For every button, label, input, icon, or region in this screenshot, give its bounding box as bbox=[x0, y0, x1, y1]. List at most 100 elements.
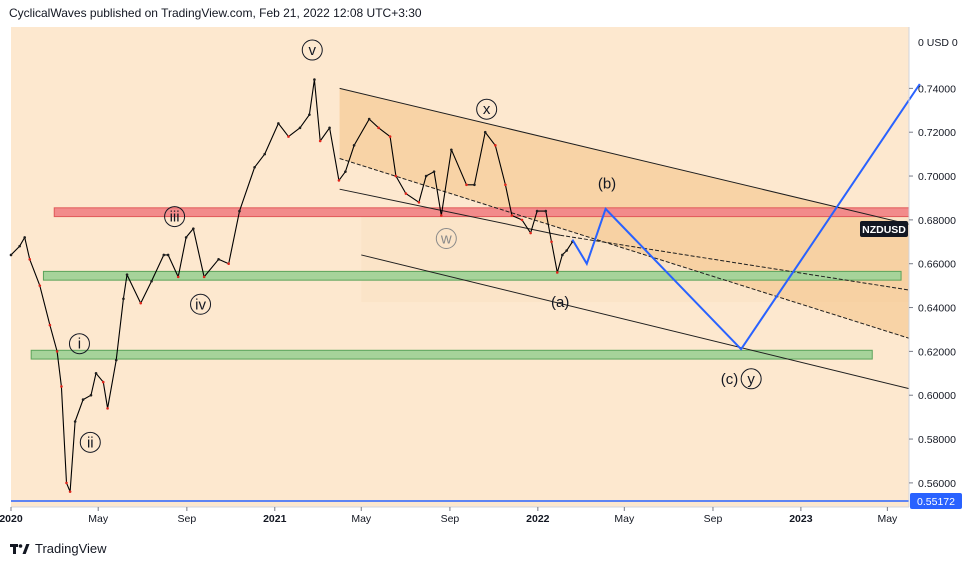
y-tick-label: 0.60000 bbox=[918, 390, 956, 402]
publish-header: CyclicalWaves published on TradingView.c… bbox=[9, 6, 422, 20]
channel-mid-line bbox=[339, 188, 561, 236]
price-point bbox=[483, 130, 487, 134]
x-tick-label: 2022 bbox=[526, 513, 550, 525]
zone-resistance bbox=[53, 207, 910, 218]
price-point bbox=[122, 297, 125, 301]
x-tick-label: 2023 bbox=[789, 513, 813, 525]
zone-support-lower bbox=[30, 349, 873, 360]
x-tick-label: 2020 bbox=[0, 513, 23, 525]
y-tick-label: 0.64000 bbox=[918, 303, 956, 315]
x-axis: 2020 May Sep 2021 May Sep 2022 May Sep 2023 May bbox=[0, 506, 909, 525]
price-point bbox=[529, 231, 532, 235]
price-point bbox=[404, 192, 408, 195]
wave-label-i-circle bbox=[68, 333, 90, 355]
x-tick-label: Sep bbox=[441, 513, 460, 525]
channel-upper-line bbox=[339, 87, 910, 225]
x-tick-label: May bbox=[877, 513, 898, 525]
price-point bbox=[377, 126, 380, 130]
price-point bbox=[277, 122, 280, 125]
x-tick-label: May bbox=[614, 513, 635, 525]
price-point bbox=[510, 214, 514, 217]
price-point bbox=[535, 209, 539, 213]
price-point bbox=[308, 113, 311, 116]
symbol-label: NZDUSD bbox=[862, 224, 906, 236]
channel-mid-dashed-line bbox=[560, 234, 910, 291]
price-point bbox=[263, 152, 266, 156]
price-point bbox=[192, 227, 195, 230]
price-point bbox=[367, 117, 371, 121]
price-point bbox=[60, 385, 63, 388]
price-point bbox=[450, 148, 453, 152]
price-point bbox=[162, 253, 166, 257]
y-tick-label: 0.66000 bbox=[918, 259, 956, 271]
price-point bbox=[544, 209, 548, 213]
price-point bbox=[18, 244, 21, 248]
last-price-label: 0.55172 bbox=[917, 496, 955, 508]
price-point bbox=[298, 126, 302, 130]
price-point bbox=[227, 262, 230, 266]
wave-label-x: x bbox=[483, 101, 491, 118]
symbol-badge bbox=[860, 221, 908, 237]
wave-label-x-circle bbox=[476, 98, 498, 120]
price-point bbox=[465, 183, 468, 187]
y-tick-label: 0.70000 bbox=[918, 171, 956, 183]
wave-label-c: (c) bbox=[721, 371, 739, 388]
price-point bbox=[287, 135, 290, 138]
price-point bbox=[28, 258, 32, 261]
price-series-layer bbox=[9, 78, 574, 493]
price-badges: NZDUSD 0.55172 bbox=[860, 221, 962, 510]
wave-label-b: (b) bbox=[598, 176, 616, 193]
price-point bbox=[253, 165, 256, 169]
y-tick-label: 0.68000 bbox=[918, 215, 956, 227]
x-tick-label: 2021 bbox=[263, 513, 287, 525]
price-point bbox=[9, 253, 13, 257]
price-point bbox=[166, 253, 170, 257]
wave-label-iv: iv bbox=[195, 296, 206, 313]
price-point bbox=[432, 170, 436, 173]
tradingview-brand: TradingView bbox=[35, 541, 107, 556]
price-point bbox=[217, 258, 220, 261]
price-point bbox=[125, 273, 129, 276]
price-point bbox=[184, 236, 188, 239]
price-point bbox=[561, 253, 564, 257]
y-tick-label: 0.74000 bbox=[918, 83, 956, 95]
wave-label-a: (a) bbox=[551, 294, 569, 311]
price-point bbox=[424, 174, 428, 178]
y-tick-label: 0.56000 bbox=[918, 478, 956, 490]
price-point bbox=[81, 398, 85, 401]
price-point bbox=[114, 358, 118, 362]
wave-label-w-circle bbox=[435, 228, 457, 250]
price-point bbox=[38, 284, 42, 287]
price-point bbox=[565, 249, 568, 252]
trend-lines-layer bbox=[11, 87, 910, 502]
wave-label-v: v bbox=[309, 42, 317, 59]
zones-layer bbox=[30, 207, 910, 360]
price-point bbox=[139, 301, 143, 305]
x-tick-label: May bbox=[88, 513, 109, 525]
y-axis-currency-label: 0 USD 0 bbox=[918, 37, 958, 49]
price-point bbox=[344, 170, 347, 173]
tradingview-footer[interactable]: TradingView bbox=[10, 541, 107, 556]
price-point bbox=[55, 350, 59, 353]
price-point bbox=[73, 420, 77, 423]
wave-label-iv-circle bbox=[190, 293, 212, 315]
price-point bbox=[337, 179, 341, 182]
y-axis: 0 USD 0 0.56000 0.58000 0.60000 0.62000 0.640… bbox=[908, 27, 958, 507]
price-point bbox=[23, 236, 26, 239]
wave-label-ii-circle bbox=[79, 431, 101, 453]
price-point bbox=[202, 275, 206, 279]
price-point bbox=[106, 407, 109, 410]
wave-label-y-circle bbox=[740, 368, 762, 390]
y-tick-label: 0.58000 bbox=[918, 434, 956, 446]
y-tick-label: 0.72000 bbox=[918, 127, 956, 139]
y-tick-label: 0.62000 bbox=[918, 346, 956, 358]
channel-parallel-dashed-line bbox=[339, 158, 910, 339]
price-point bbox=[555, 271, 559, 274]
wave-label-w: w bbox=[440, 231, 452, 248]
price-point bbox=[494, 144, 497, 147]
x-tick-label: Sep bbox=[178, 513, 197, 525]
price-point bbox=[48, 323, 52, 327]
price-point bbox=[550, 240, 553, 244]
